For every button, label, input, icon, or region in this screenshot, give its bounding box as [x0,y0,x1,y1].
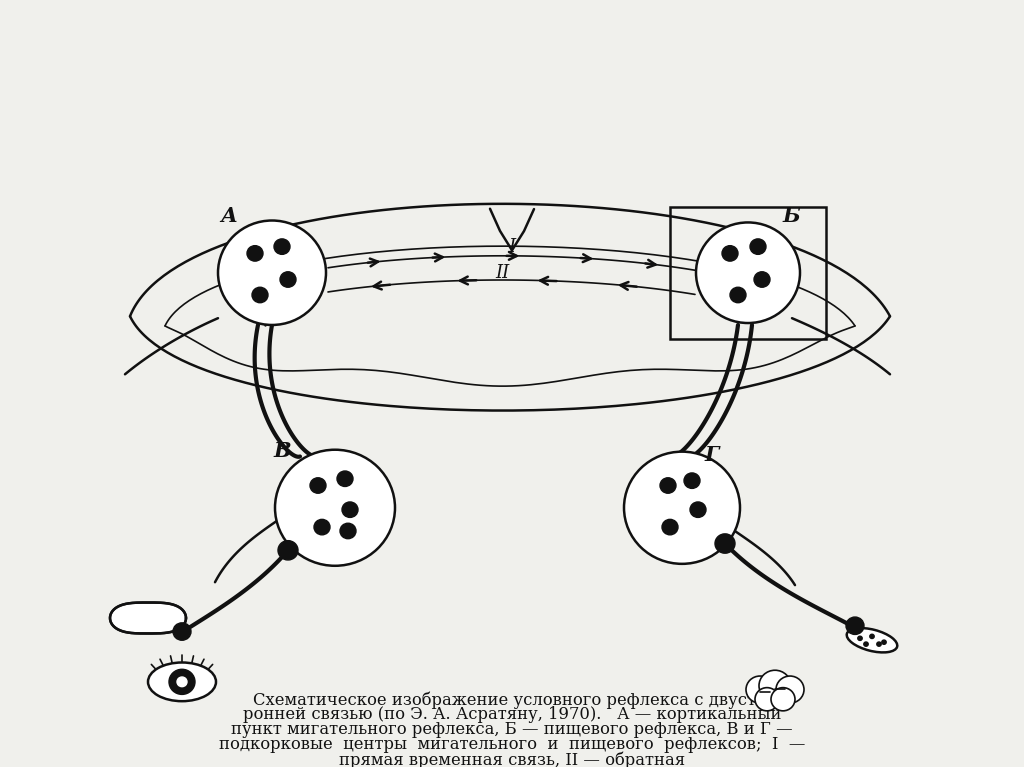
Text: подкорковые  центры  мигательного  и  пищевого  рефлексов;  I  —: подкорковые центры мигательного и пищево… [219,736,805,753]
Circle shape [252,288,268,303]
Circle shape [274,239,290,255]
Circle shape [722,245,738,261]
Circle shape [858,636,862,640]
Circle shape [759,670,791,701]
Text: А: А [220,206,237,226]
Circle shape [278,541,298,560]
Circle shape [877,642,882,647]
Text: Схематическое изображение условного рефлекса с двусто-: Схематическое изображение условного рефл… [253,692,771,709]
Circle shape [846,617,864,634]
Circle shape [275,449,395,566]
Circle shape [342,502,358,518]
Circle shape [310,478,326,493]
Circle shape [869,634,874,638]
Circle shape [882,640,886,644]
Circle shape [696,222,800,323]
Circle shape [177,677,187,686]
Text: Б: Б [783,206,801,226]
Text: прямая временная связь, II — обратная: прямая временная связь, II — обратная [339,752,685,767]
Text: Г: Г [705,446,719,466]
Text: пункт мигательного рефлекса, Б — пищевого рефлекса, В и Г —: пункт мигательного рефлекса, Б — пищевог… [231,722,793,739]
Circle shape [624,452,740,564]
Circle shape [660,478,676,493]
Ellipse shape [148,663,216,701]
Ellipse shape [110,603,186,634]
Circle shape [864,642,868,647]
Circle shape [169,670,195,694]
Text: ронней связью (по Э. А. Асратяну, 1970).   А — кортикальный: ронней связью (по Э. А. Асратяну, 1970).… [243,706,781,723]
Circle shape [314,519,330,535]
Circle shape [750,239,766,255]
Circle shape [690,502,706,518]
Circle shape [337,471,353,486]
Circle shape [173,623,191,640]
Text: I: I [508,238,515,256]
Circle shape [755,688,779,711]
Ellipse shape [847,628,897,653]
Circle shape [754,272,770,288]
Circle shape [247,245,263,261]
Text: В: В [273,442,291,462]
Circle shape [280,272,296,288]
Circle shape [776,676,804,703]
Circle shape [340,523,356,538]
Circle shape [771,688,795,711]
Text: II: II [495,264,509,282]
Circle shape [218,220,326,325]
Circle shape [684,473,700,489]
Circle shape [662,519,678,535]
Circle shape [715,534,735,553]
Circle shape [730,288,746,303]
Circle shape [746,676,774,703]
